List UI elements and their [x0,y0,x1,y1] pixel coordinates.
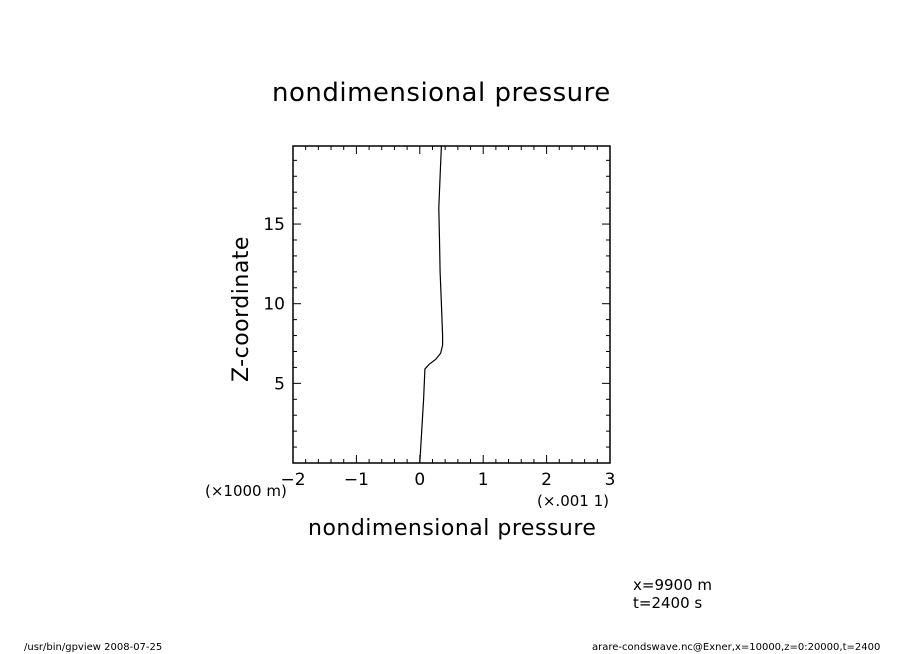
y-tick-label: 15 [263,215,285,235]
x-axis-label: nondimensional pressure [308,516,597,541]
x-tick-label: −1 [344,470,369,490]
tick-marks [292,146,611,464]
plot-frame [292,145,611,464]
footer-left: /usr/bin/gpview 2008-07-25 [24,642,163,653]
position-annotation: x=9900 m [633,576,712,594]
footer-right: arare-condswave.nc@Exner,x=10000,z=0:200… [592,642,881,653]
x-tick-label: −2 [280,470,305,490]
x-tick-label: 0 [414,470,425,490]
x-tick-label: 3 [605,470,616,490]
x-tick-label: 2 [541,470,552,490]
x-scale-label: (×.001 1) [537,492,609,510]
x-tick-label: 1 [478,470,489,490]
y-tick-labels: 5 10 15 [263,215,285,394]
x-tick-labels: −2 −1 0 1 2 3 [280,470,615,490]
series-line [419,145,444,464]
chart-title: nondimensional pressure [272,78,611,108]
y-tick-label: 5 [274,374,285,394]
y-axis-label: Z-coordinate [229,236,254,382]
y-scale-label: (×1000 m) [205,482,287,500]
y-tick-label: 10 [263,295,285,315]
time-annotation: t=2400 s [633,594,703,612]
